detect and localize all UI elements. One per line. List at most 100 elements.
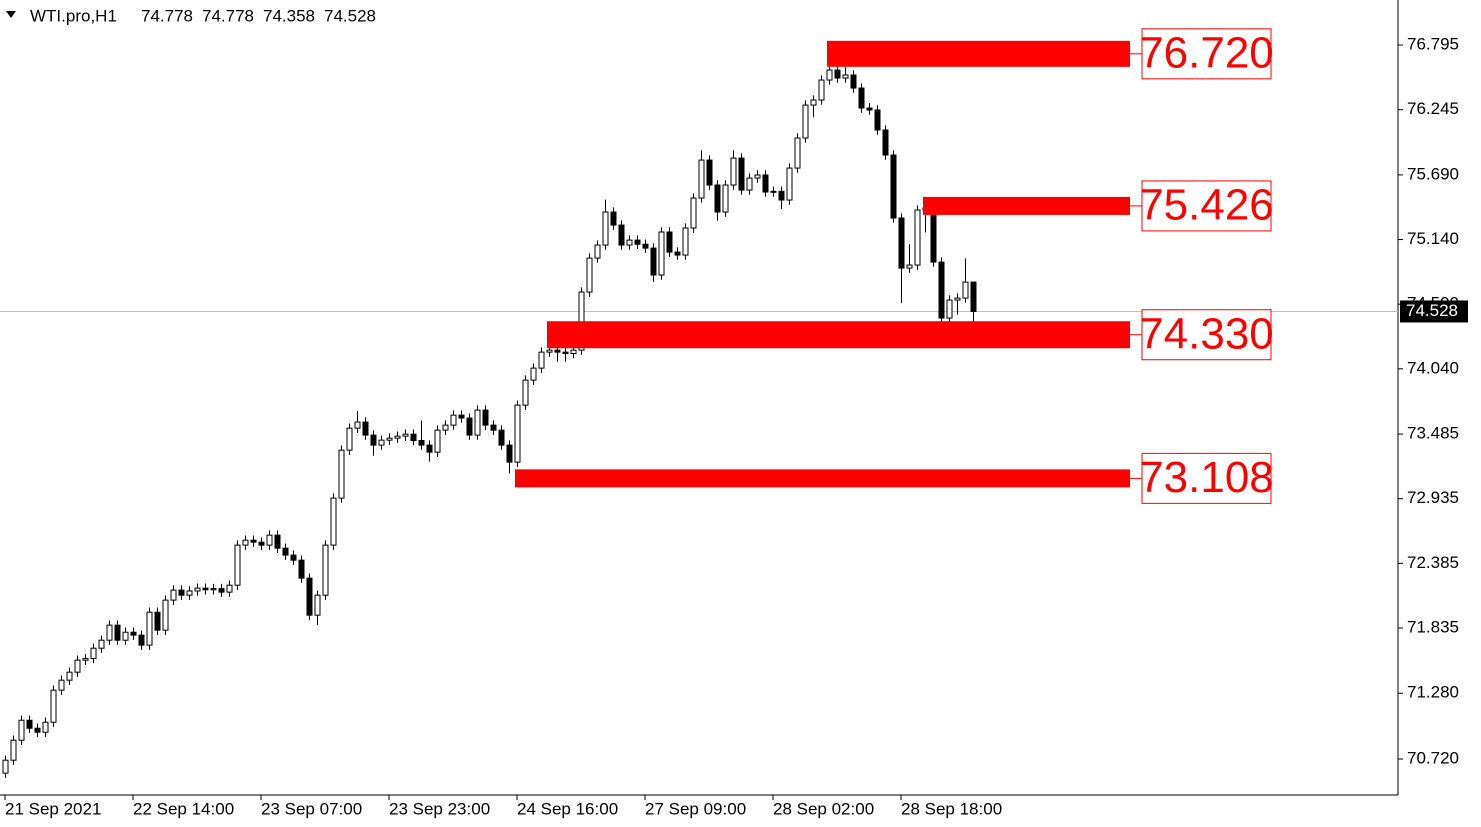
candle-body xyxy=(498,429,505,446)
candle-body xyxy=(618,224,625,246)
y-tick-label: 75.140 xyxy=(1407,229,1459,248)
candle-body xyxy=(370,434,377,446)
candle-body xyxy=(346,427,353,451)
level-label: 74.330 xyxy=(1139,309,1274,358)
symbol-title: WTI.pro,H1 xyxy=(30,6,117,25)
x-tick-label: 24 Sep 16:00 xyxy=(517,799,618,818)
candle-body xyxy=(642,243,649,249)
candle-body xyxy=(354,421,361,429)
candle-body xyxy=(762,174,769,193)
candle-body xyxy=(170,589,177,601)
candle-body xyxy=(10,739,17,761)
candle-body xyxy=(210,588,217,591)
candle-body xyxy=(434,429,441,453)
candle-body xyxy=(258,541,265,546)
candle-body xyxy=(770,190,777,193)
y-tick-label: 76.245 xyxy=(1407,99,1459,118)
candle-body xyxy=(866,107,873,111)
candle-body xyxy=(530,367,537,381)
candle-body xyxy=(106,624,113,641)
candle-body xyxy=(90,647,97,660)
candle-body xyxy=(410,433,417,442)
current-price-box xyxy=(1400,300,1468,323)
candle-body xyxy=(610,211,617,226)
candle-body xyxy=(554,349,561,353)
candle-body xyxy=(138,634,145,646)
level-label: 76.720 xyxy=(1139,28,1274,77)
header-high: 74.778 xyxy=(202,6,254,25)
candle-body xyxy=(490,424,497,431)
candle-body xyxy=(450,414,457,426)
candle-body xyxy=(130,631,137,636)
candle-body xyxy=(962,281,969,299)
y-tick-label: 75.690 xyxy=(1407,164,1459,183)
candle-body xyxy=(802,104,809,139)
candle-body xyxy=(818,79,825,101)
candle-body xyxy=(506,444,513,463)
candle-body xyxy=(162,599,169,631)
header-arrow xyxy=(6,11,16,18)
candle-body xyxy=(34,727,41,733)
y-tick-label: 71.835 xyxy=(1407,617,1459,636)
candle-body xyxy=(58,679,65,691)
candle-body xyxy=(122,631,129,641)
candle-body xyxy=(890,154,897,219)
x-tick-label: 27 Sep 09:00 xyxy=(645,799,746,818)
candle-body xyxy=(330,497,337,546)
candle-body xyxy=(42,721,49,733)
candle-body xyxy=(874,109,881,131)
candle-body xyxy=(290,554,297,561)
candle-body xyxy=(194,587,201,592)
candle-body xyxy=(746,177,753,191)
header-close: 74.528 xyxy=(324,6,376,25)
candle-body xyxy=(218,588,225,593)
candle-body xyxy=(378,439,385,446)
x-tick-label: 23 Sep 23:00 xyxy=(389,799,490,818)
candle-body xyxy=(754,174,761,179)
candle-body xyxy=(402,433,409,437)
candle-body xyxy=(274,534,281,549)
level-zone xyxy=(827,40,1130,67)
candle-body xyxy=(186,590,193,596)
candle-body xyxy=(906,264,913,269)
candle-body xyxy=(794,137,801,169)
x-tick-label: 28 Sep 02:00 xyxy=(773,799,874,818)
candle-body xyxy=(474,409,481,436)
candle-body xyxy=(314,594,321,616)
candle-body xyxy=(234,544,241,586)
candle-body xyxy=(466,417,473,436)
candle-body xyxy=(66,671,73,681)
candle-body xyxy=(538,351,545,369)
level-label-box xyxy=(1141,180,1272,232)
candle-body xyxy=(386,437,393,441)
x-tick-label: 21 Sep 2021 xyxy=(5,799,101,818)
level-label: 73.108 xyxy=(1139,453,1274,502)
candle-body xyxy=(882,129,889,156)
candle-body xyxy=(658,231,665,276)
candle-body xyxy=(522,379,529,406)
candle-body xyxy=(426,444,433,453)
candle-body xyxy=(266,534,273,546)
y-tick-label: 70.720 xyxy=(1407,749,1459,768)
candle-body xyxy=(322,544,329,596)
candle-body xyxy=(858,87,865,109)
candle-body xyxy=(298,559,305,579)
level-label: 75.426 xyxy=(1139,181,1274,230)
candle-body xyxy=(914,209,921,266)
level-label-box xyxy=(1141,28,1272,80)
candle-body xyxy=(458,414,465,419)
candle-body xyxy=(810,99,817,106)
candle-body xyxy=(970,281,977,312)
y-tick-label: 72.385 xyxy=(1407,553,1459,572)
candle-body xyxy=(730,157,737,186)
candle-body xyxy=(826,69,833,81)
candle-body xyxy=(146,611,153,646)
candle-body xyxy=(674,251,681,256)
candle-body xyxy=(114,624,121,641)
candle-body xyxy=(2,759,9,774)
candle-body xyxy=(930,207,937,263)
candle-body xyxy=(602,211,609,246)
y-tick-label: 73.485 xyxy=(1407,424,1459,443)
